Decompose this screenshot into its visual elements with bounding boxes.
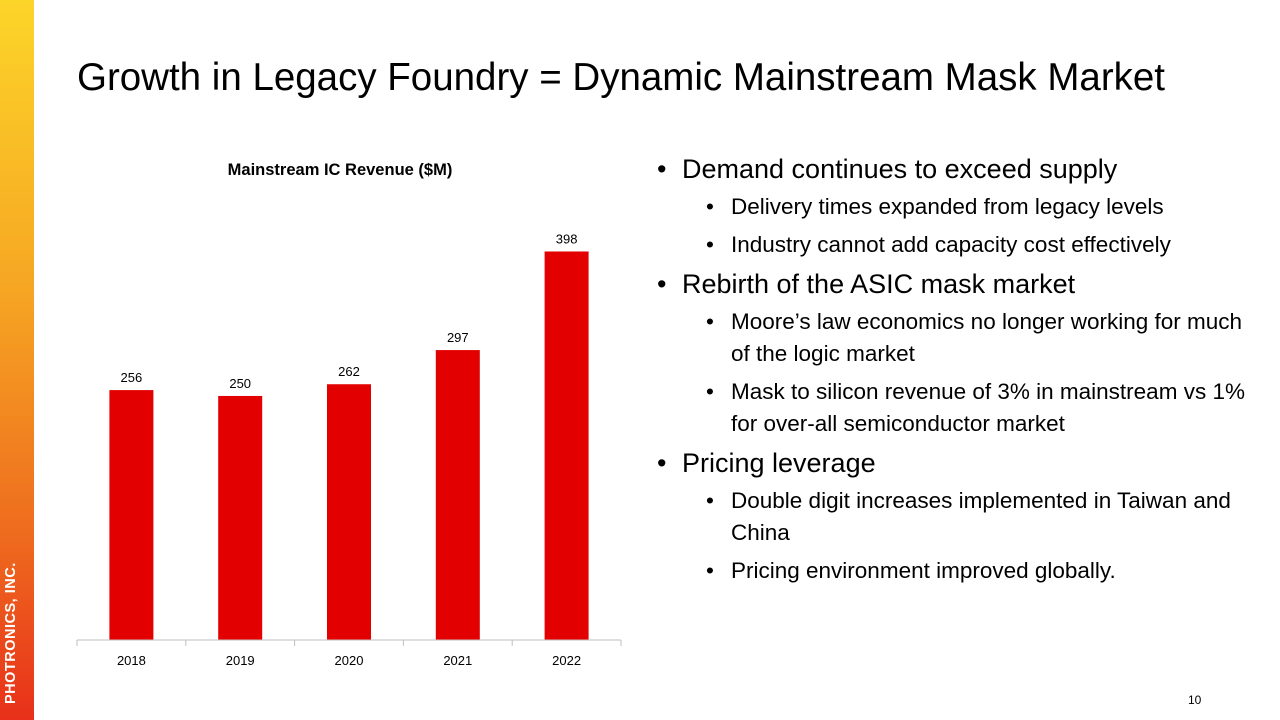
x-tick-label: 2018 — [117, 653, 146, 668]
revenue-chart: Mainstream IC Revenue ($M) 256 2018 250 201… — [60, 150, 640, 680]
bar — [544, 251, 589, 640]
chart-title: Mainstream IC Revenue ($M) — [227, 161, 453, 179]
bar — [218, 395, 263, 640]
accent-side-bar: PHOTRONICS, INC. — [0, 0, 34, 720]
page-number: 10 — [1188, 693, 1202, 707]
x-tick-label: 2021 — [443, 653, 472, 668]
bar — [109, 390, 154, 640]
bullet-level1: Rebirth of the ASIC mask market — [655, 267, 1255, 301]
slide-title: Growth in Legacy Foundry = Dynamic Mains… — [77, 56, 1166, 99]
x-tick-label: 2020 — [335, 653, 364, 668]
data-label: 256 — [121, 370, 143, 385]
bullet-level2: Delivery times expanded from legacy leve… — [704, 191, 1255, 223]
bar — [435, 350, 480, 640]
bullet-level2: Moore’s law economics no longer working … — [704, 306, 1255, 370]
bullet-level1: Demand continues to exceed supply — [655, 152, 1255, 186]
data-label: 398 — [556, 231, 578, 246]
company-name: PHOTRONICS, INC. — [3, 562, 19, 704]
x-tick-label: 2022 — [552, 653, 581, 668]
bar — [327, 384, 371, 640]
data-label: 297 — [447, 330, 469, 345]
bullet-level2: Double digit increases implemented in Ta… — [704, 485, 1255, 549]
x-tick-label: 2019 — [226, 653, 255, 668]
data-label: 262 — [338, 364, 360, 379]
bullet-level1: Pricing leverage — [655, 446, 1255, 480]
chart-plot: 256 2018 250 2019 262 2020 297 2021 398 2022 — [76, 231, 622, 668]
bullet-level2: Industry cannot add capacity cost effect… — [704, 229, 1255, 261]
bullet-level2: Mask to silicon revenue of 3% in mainstr… — [704, 376, 1255, 440]
bullet-list: Demand continues to exceed supply Delive… — [655, 152, 1255, 593]
bullet-level2: Pricing environment improved globally. — [704, 555, 1255, 587]
data-label: 250 — [229, 376, 251, 391]
